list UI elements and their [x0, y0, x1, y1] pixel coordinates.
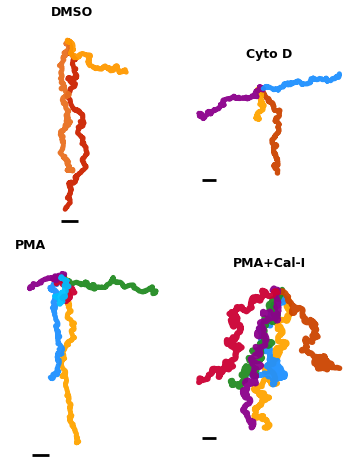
Text: DMSO: DMSO	[51, 6, 93, 19]
Title: Cyto D: Cyto D	[246, 48, 292, 61]
Text: PMA: PMA	[14, 239, 46, 252]
Title: PMA+Cal-I: PMA+Cal-I	[233, 257, 306, 270]
